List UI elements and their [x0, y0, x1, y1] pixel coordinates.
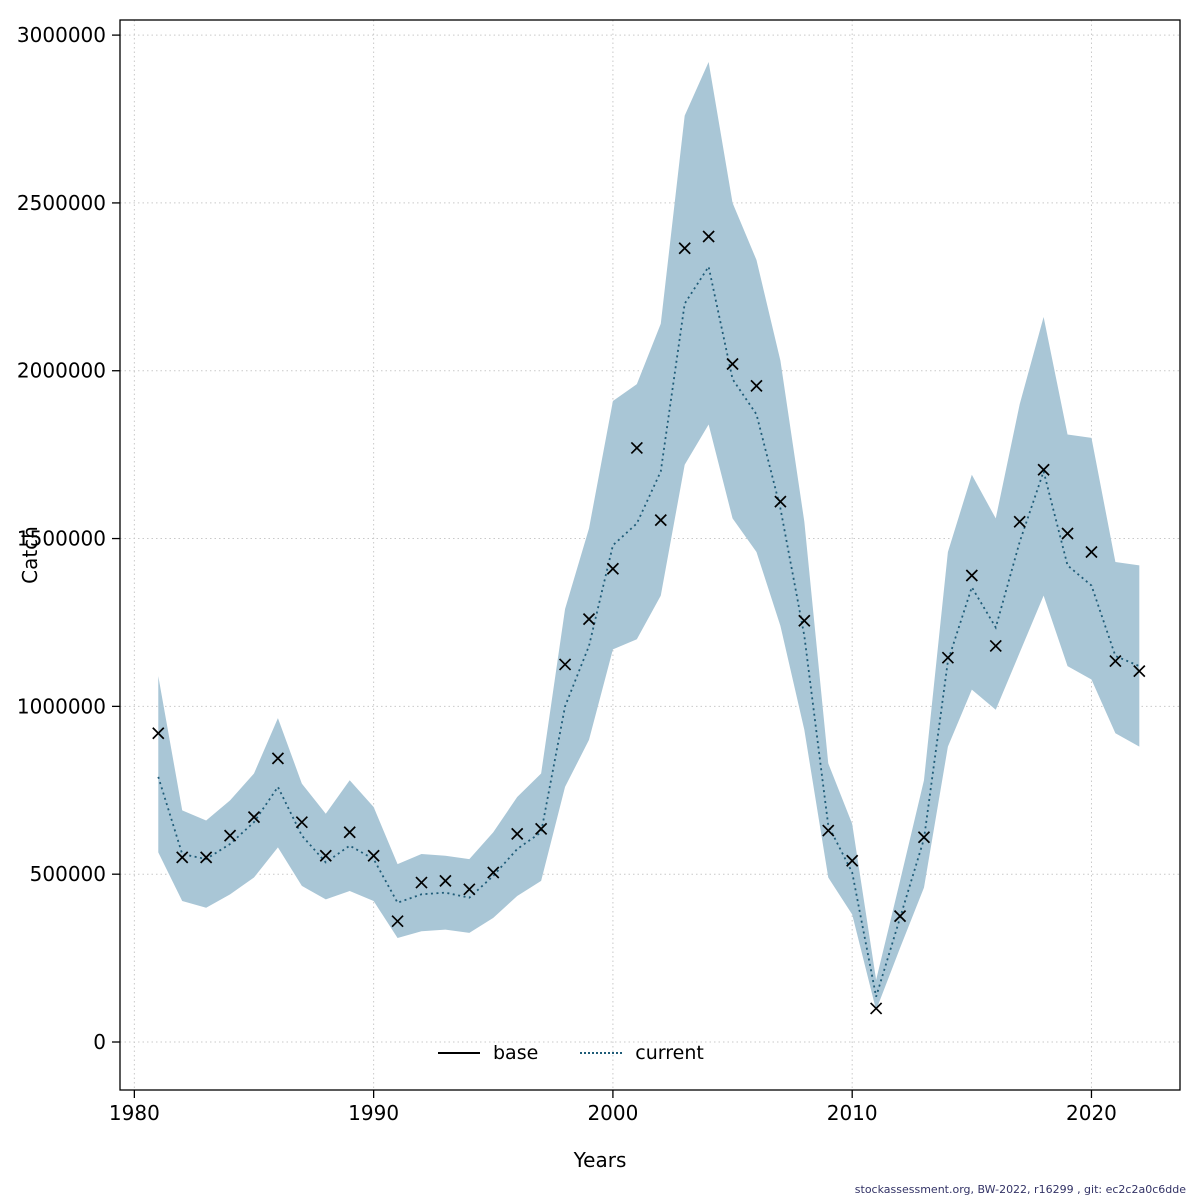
svg-text:3000000: 3000000	[17, 23, 106, 47]
y-axis-title: Catch	[18, 526, 42, 584]
svg-text:1980: 1980	[109, 1101, 160, 1125]
svg-text:500000: 500000	[30, 862, 106, 886]
svg-text:2020: 2020	[1066, 1101, 1117, 1125]
svg-text:2010: 2010	[827, 1101, 878, 1125]
svg-text:2000000: 2000000	[17, 359, 106, 383]
x-axis-title: Years	[573, 1148, 627, 1172]
legend-item-current: current	[580, 1042, 704, 1064]
footer-attribution: stockassessment.org, BW-2022, r16299 , g…	[854, 1183, 1186, 1196]
svg-text:1990: 1990	[348, 1101, 399, 1125]
svg-text:2500000: 2500000	[17, 191, 106, 215]
svg-text:1000000: 1000000	[17, 694, 106, 718]
svg-text:0: 0	[93, 1030, 106, 1054]
base-line-sample-icon	[438, 1052, 480, 1054]
svg-text:1500000: 1500000	[17, 527, 106, 551]
legend-item-base: base	[438, 1042, 538, 1064]
legend: base current	[438, 1042, 732, 1064]
legend-label-current: current	[635, 1042, 704, 1064]
legend-label-base: base	[493, 1042, 539, 1064]
current-line-sample-icon	[580, 1052, 623, 1054]
svg-text:2000: 2000	[587, 1101, 638, 1125]
